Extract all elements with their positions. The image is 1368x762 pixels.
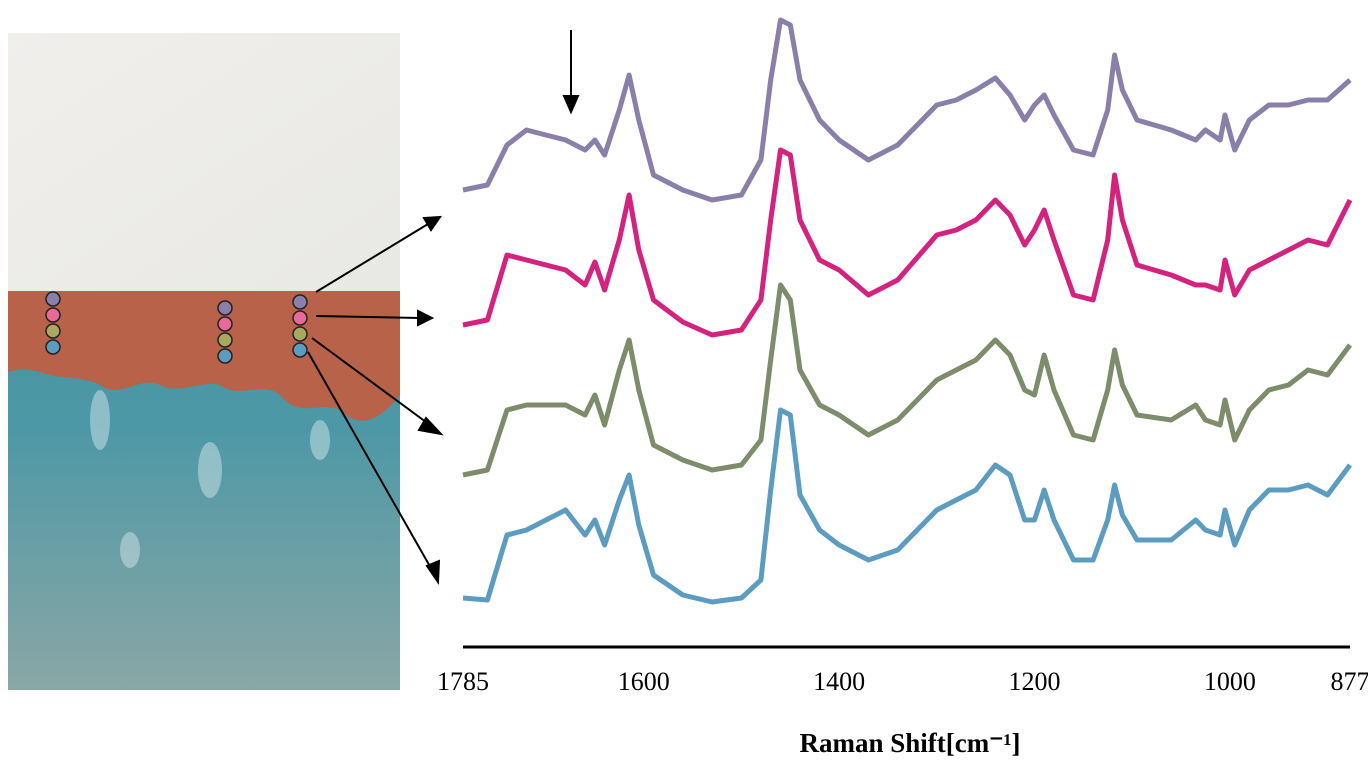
x-tick-label: 877	[1331, 667, 1368, 696]
spectrum-line	[462, 147, 1353, 338]
x-axis-title: Raman Shift[cm⁻¹]	[799, 728, 1020, 758]
x-tick-label: 1400	[813, 667, 865, 696]
spectrum-line	[462, 407, 1352, 605]
micrograph	[8, 33, 400, 690]
x-tick-label: 1785	[437, 667, 489, 696]
spectrum-line	[462, 282, 1352, 478]
spectrum-line	[462, 17, 1352, 203]
x-tick-label: 1200	[1008, 667, 1060, 696]
sample-points	[45, 291, 308, 364]
x-tick-label: 1600	[618, 667, 670, 696]
pointer-arrows	[307, 30, 580, 586]
x-tick-label: 1000	[1204, 667, 1256, 696]
